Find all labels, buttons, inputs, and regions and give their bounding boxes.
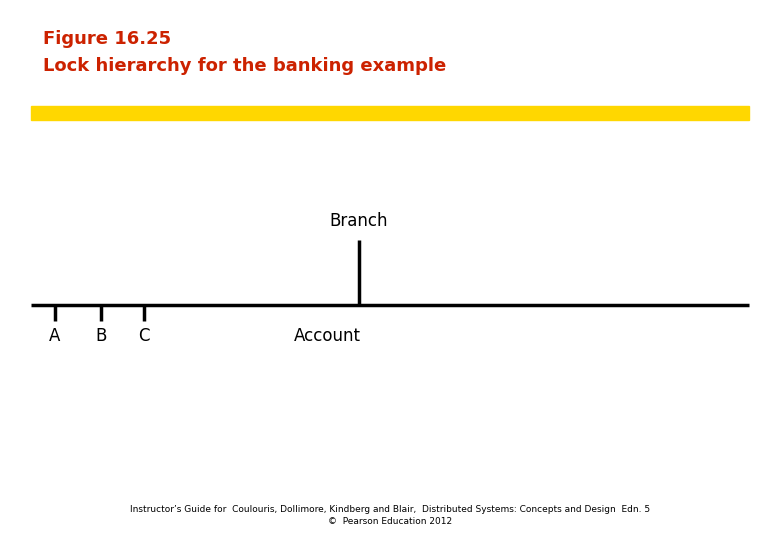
Text: C: C: [139, 327, 150, 345]
Text: Account: Account: [294, 327, 361, 345]
Text: B: B: [96, 327, 107, 345]
Text: Instructor’s Guide for  Coulouris, Dollimore, Kindberg and Blair,  Distributed S: Instructor’s Guide for Coulouris, Dollim…: [130, 505, 650, 514]
Bar: [31, 106, 749, 120]
Text: ©  Pearson Education 2012: © Pearson Education 2012: [328, 517, 452, 526]
Text: Figure 16.25: Figure 16.25: [43, 30, 171, 48]
Text: Branch: Branch: [329, 212, 388, 230]
Text: A: A: [49, 327, 60, 345]
Text: Lock hierarchy for the banking example: Lock hierarchy for the banking example: [43, 57, 446, 75]
